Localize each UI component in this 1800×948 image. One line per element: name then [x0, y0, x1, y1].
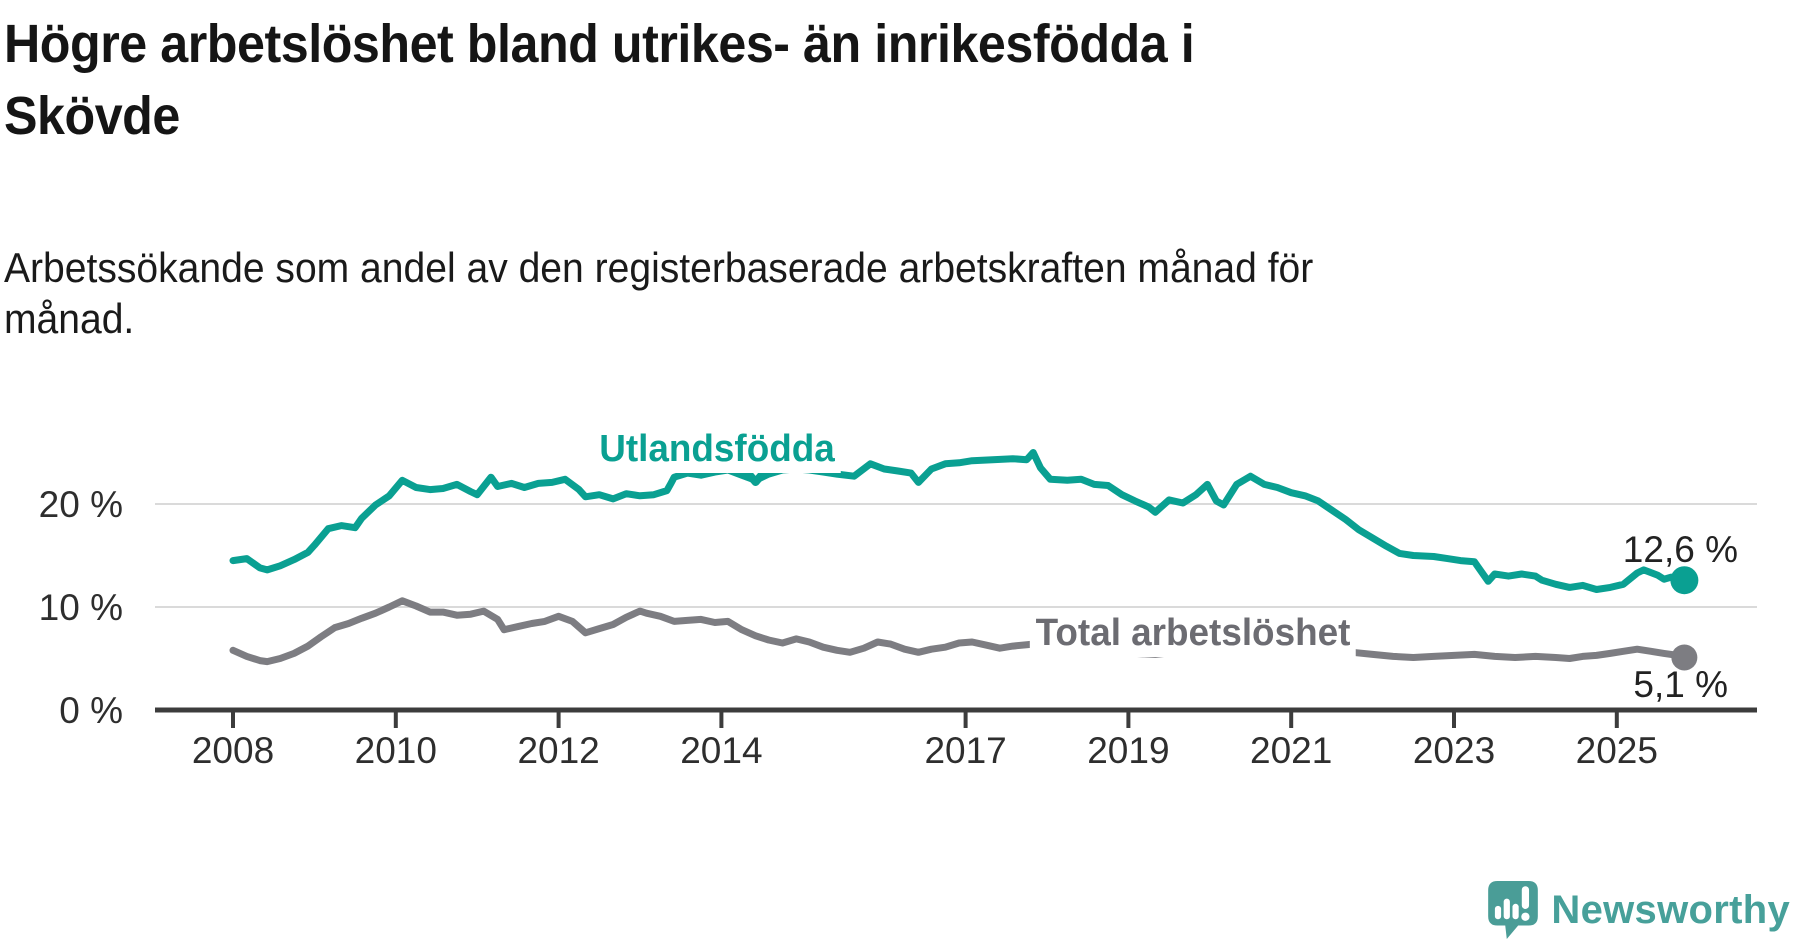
x-tick-label-2012: 2012 [517, 730, 599, 771]
x-tick-label-2017: 2017 [924, 730, 1006, 771]
utlandsfodda-line [229, 449, 1688, 593]
x-tick-label-2014: 2014 [680, 730, 762, 771]
x-tick-label-2025: 2025 [1576, 730, 1658, 771]
page-title: Högre arbetslöshet bland utrikes- än inr… [4, 8, 1492, 152]
x-tick-label-2008: 2008 [192, 730, 274, 771]
total-arbetsloshet-line [229, 597, 1688, 666]
y-tick-label-10: 10 % [39, 587, 123, 628]
newsworthy-logo-text: Newsworthy [1551, 887, 1790, 932]
newsworthy-speech-bubble-chart-icon [1488, 881, 1539, 939]
x-tick-label-2021: 2021 [1250, 730, 1332, 771]
series-label-utlandsfodda: Utlandsfödda [593, 426, 841, 473]
total-end-dot [1671, 644, 1698, 671]
title-line-1: Högre arbetslöshet bland utrikes- än inr… [4, 14, 1195, 74]
subtitle-line-2: månad. [4, 295, 135, 342]
x-tick-label-2010: 2010 [355, 730, 437, 771]
utlandsfodda-end-dot [1670, 566, 1699, 595]
y-tick-label-20: 20 % [39, 484, 123, 525]
y-tick-label-0: 0 % [59, 690, 123, 731]
end-value-label-total: 5,1 % [1633, 664, 1728, 705]
x-tick-label-2019: 2019 [1087, 730, 1169, 771]
title-line-2: Skövde [4, 86, 180, 146]
end-value-label-utlandsfodda: 12,6 % [1622, 529, 1738, 570]
x-tick-label-2023: 2023 [1413, 730, 1495, 771]
chart-subtitle: Arbetssökande som andel av den registerb… [4, 242, 1511, 344]
series-label-total-arbetsloshet: Total arbetslöshet [1029, 610, 1357, 657]
subtitle-line-1: Arbetssökande som andel av den registerb… [4, 244, 1314, 291]
newsworthy-branding: Newsworthy [1487, 880, 1790, 940]
